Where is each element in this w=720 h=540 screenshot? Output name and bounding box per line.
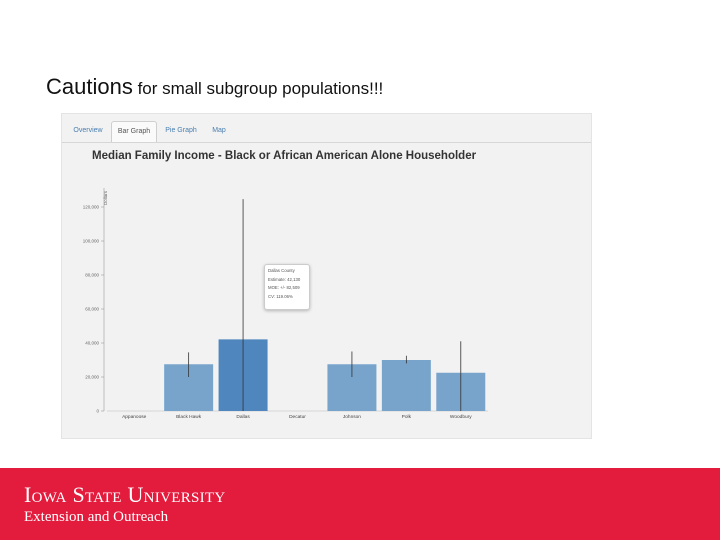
x-tick-label: Decatur (289, 414, 306, 420)
footer-banner: Iowa State University Extension and Outr… (0, 468, 720, 540)
x-tick-label: Woodbury (450, 414, 472, 420)
y-tick-label: 80,000 (85, 273, 99, 278)
tooltip-cv: CV: 119.06% (268, 293, 293, 299)
y-tick-label: 60,000 (85, 307, 99, 312)
tab-bar-graph[interactable]: Bar Graph (111, 121, 157, 142)
y-tick-label: 20,000 (85, 375, 99, 380)
embedded-screenshot: Overview Bar Graph Pie Graph Map Median … (61, 113, 592, 439)
chart-title: Median Family Income - Black or African … (92, 150, 477, 162)
slide-title: Cautions for small subgroup populations!… (46, 74, 383, 100)
y-tick-label: 120,000 (83, 205, 100, 210)
x-tick-label: Black Hawk (176, 414, 202, 420)
tab-divider (62, 142, 591, 143)
slide-title-rest: for small subgroup populations!!! (132, 79, 384, 98)
tab-map[interactable]: Map (212, 127, 226, 134)
tab-pie-graph[interactable]: Pie Graph (165, 127, 197, 134)
tooltip-moe: MOE: +/- 82,509 (268, 285, 300, 290)
tooltip-county: Dallas County (268, 268, 295, 273)
slide-title-main: Cautions (46, 74, 133, 99)
university-logo-text: Iowa State University (24, 482, 226, 507)
y-tick-label: 40,000 (85, 341, 99, 346)
tooltip-estimate: Estimate: 42,130 (268, 276, 301, 282)
bar-tooltip: Dallas County Estimate: 42,130 MOE: +/- … (264, 264, 310, 310)
y-tick-label: 100,000 (83, 239, 100, 244)
tab-overview[interactable]: Overview (73, 127, 103, 134)
x-tick-label: Polk (402, 414, 412, 420)
y-axis-label: Dollars (103, 190, 108, 205)
tab-bar: Overview Bar Graph Pie Graph Map (62, 119, 591, 143)
bar (381, 360, 431, 411)
x-tick-label: Appanoose (122, 414, 147, 420)
y-tick-label: 0 (96, 409, 99, 414)
x-tick-label: Johnson (343, 414, 361, 420)
x-tick-label: Dallas (236, 414, 250, 420)
bar-chart: 020,00040,00060,00080,000100,000120,000D… (83, 188, 488, 420)
extension-subtitle: Extension and Outreach (24, 509, 169, 525)
